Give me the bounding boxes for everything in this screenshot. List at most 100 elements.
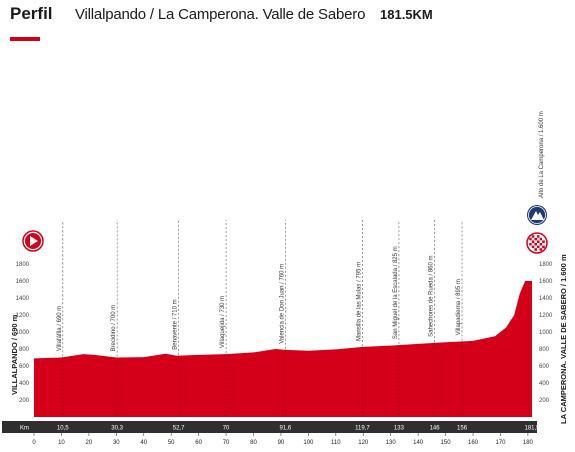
stage-distance: 181.5KM [380, 7, 433, 22]
checkpoint-label: Mansilla de las Mulas / 795 m [356, 262, 362, 341]
km-axis-band [2, 421, 537, 433]
checker-square [531, 237, 535, 241]
x-tick-label: 160 [468, 440, 479, 446]
checkpoint-km-labels: 10,5 30,3 52,7 70 91,6 119,7 133 146 156 181,5 [57, 426, 540, 432]
checker-square [537, 235, 540, 238]
start-icon [22, 230, 44, 252]
y-tick-label-right: 1800 [539, 262, 553, 268]
checkpoint-label: Brecidino / 700 m [111, 305, 117, 352]
x-tick-label: 180 [523, 440, 534, 446]
checkpoint-label: Valencia de Don Juan / 760 m [279, 264, 285, 344]
y-tick-label-left: 1000 [16, 330, 30, 336]
checker-square [534, 235, 537, 238]
checkpoint-km-label: 10,5 [57, 426, 69, 432]
checkpoint-km-label: 156 [457, 426, 468, 432]
y-tick-label-right: 600 [539, 364, 550, 370]
checker-square [531, 245, 535, 249]
x-tick-label: 90 [278, 440, 285, 446]
checker-square [539, 248, 543, 251]
checker-square [534, 245, 537, 249]
x-tick-label: 30 [113, 440, 120, 446]
checkpoint-km-label: 91,6 [279, 426, 291, 432]
x-tick-label: 140 [413, 440, 424, 446]
checker-square [542, 240, 545, 243]
checker-square [537, 245, 540, 249]
checker-square [529, 245, 532, 249]
checkpoint-label: Villapadierna / 895 m [456, 279, 462, 335]
x-tick-label: 170 [495, 440, 506, 446]
checker-square [531, 240, 535, 243]
checker-square [539, 245, 543, 249]
y-tick-label-left: 1200 [16, 313, 30, 319]
checker-square [542, 237, 545, 241]
checker-square [539, 237, 543, 241]
y-tick-label-right: 1200 [539, 313, 553, 319]
checkpoint-km-label: 133 [394, 426, 405, 432]
start-label: VILLALPANDO / 690 m [10, 314, 19, 395]
y-tick-label-right: 1000 [539, 330, 553, 336]
x-tick-label: 130 [386, 440, 397, 446]
checkpoint-km-label: 146 [430, 426, 441, 432]
checkpoint-km-label: 70 [223, 426, 230, 432]
checkpoint-label: Villaquejida / 730 m [220, 296, 226, 348]
checkpoint-km-label: 181,5 [524, 426, 540, 432]
x-tick-label: 10 [58, 440, 65, 446]
checker-square [529, 243, 532, 246]
checker-square [542, 243, 545, 246]
checker-square [537, 240, 540, 243]
finish-flag-icon [526, 232, 548, 254]
checker-square [531, 243, 535, 246]
checker-square [537, 243, 540, 246]
checker-square [534, 240, 537, 243]
checker-square [529, 237, 532, 241]
checker-pattern [529, 235, 545, 251]
accent-bar [10, 37, 40, 41]
x-tick-label: 80 [250, 440, 257, 446]
y-tick-label-left: 1600 [16, 279, 30, 285]
y-tick-label-left: 200 [19, 398, 30, 404]
x-tick-label: 70 [223, 440, 230, 446]
checker-square [531, 235, 535, 238]
y-tick-label-right: 200 [539, 398, 550, 404]
x-tick-label: 50 [168, 440, 175, 446]
header: Perfil Villalpando / La Camperona. Valle… [0, 0, 575, 50]
x-tick-label: 60 [195, 440, 202, 446]
x-tick-label: 40 [140, 440, 147, 446]
y-tick-label-left: 1800 [16, 262, 30, 268]
y-tick-label-left: 400 [19, 381, 30, 387]
x-tick-label: 120 [358, 440, 369, 446]
section-label: Perfil [10, 4, 53, 23]
x-tick-label: 100 [303, 440, 314, 446]
x-tick-label: 150 [441, 440, 452, 446]
y-tick-label-left: 1400 [16, 296, 30, 302]
y-tick-label-left: 600 [19, 364, 30, 370]
summit-glyph [531, 211, 544, 220]
finish-label: LA CAMPERONA. VALLE DE SABERO / 1.600 m [559, 254, 568, 424]
y-tick-label-left: 800 [19, 347, 30, 353]
y-tick-label-right: 800 [539, 347, 550, 353]
y-tick-label-right: 1600 [539, 279, 553, 285]
mountain-summit-icon [527, 205, 547, 225]
x-tick-label: 20 [86, 440, 93, 446]
x-axis-ticks: 0 10 20 30 40 50 60 70 80 90 100 110 120 130 140 150 160… [32, 433, 534, 446]
checker-square [542, 245, 545, 249]
checkpoint-label: San Miguel de la Escalada / 825 m [393, 246, 399, 339]
km-axis-label: Km [20, 426, 29, 432]
checkpoint-km-label: 30,3 [111, 426, 123, 432]
checkpoint-label: Sahechores de Rueda / 860 m [429, 255, 435, 336]
checker-square [534, 248, 537, 251]
checker-square [534, 243, 537, 246]
y-tick-label-right: 400 [539, 381, 550, 387]
y-axis-right: 200 400 600 800 1000 1200 1400 1600 1800 [539, 262, 553, 404]
checkpoints: Villafáfila / 690 m Brecidino / 700 m Bena… [57, 220, 463, 417]
checker-square [539, 243, 543, 246]
y-tick-label-right: 1400 [539, 296, 553, 302]
x-tick-label: 0 [32, 440, 36, 446]
checkpoint-label: Benavente / 710 m [173, 299, 179, 349]
profile-area [34, 281, 532, 417]
play-glyph [30, 236, 38, 246]
summit-label: Alto de La Camperona / 1.600 m [539, 111, 545, 198]
checkpoint-km-label: 52,7 [173, 426, 185, 432]
y-axis-left: 200 400 600 800 1000 1200 1400 1600 1800 [16, 262, 30, 404]
